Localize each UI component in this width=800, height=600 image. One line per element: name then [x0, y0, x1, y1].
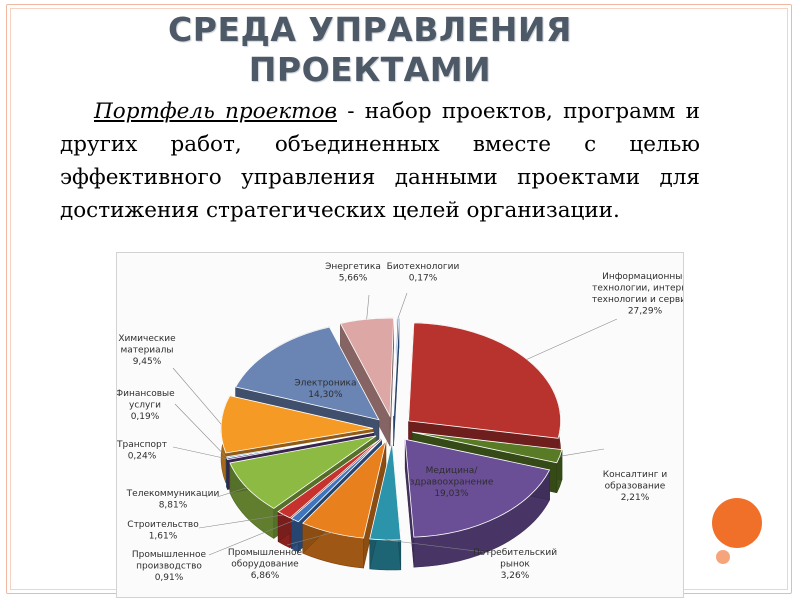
slice-name-0-2: технологии и сервисы	[592, 295, 683, 305]
slice-label-12: Энергетика 5,66%	[325, 262, 381, 284]
slice-label-0: Информационные технологии, интернеттехнол…	[592, 272, 683, 317]
slice-label-4: Промышленное оборудование 6,86%	[228, 548, 303, 581]
slice-name-4-1: оборудование	[231, 560, 299, 570]
slice-value-8: 0,24%	[128, 452, 157, 462]
slice-name-8-0: Транспорт	[117, 440, 167, 450]
decorative-orange-circle	[712, 498, 762, 548]
slice-name-13-0: Биотехнологии	[387, 262, 460, 272]
slice-value-2: 19,03%	[434, 489, 469, 499]
pie-leader-lines	[172, 292, 618, 556]
slice-name-11-0: Электроника	[294, 378, 356, 388]
slice-name-3-0: Потребительский	[473, 548, 557, 558]
slice-label-6: Строительство 1,61%	[127, 520, 199, 542]
leader-line-9	[174, 403, 227, 458]
leader-line-7	[216, 487, 248, 498]
slice-name-7-0: Телекоммуникации	[126, 489, 220, 499]
slice-name-4-0: Промышленное	[228, 548, 303, 558]
title-line-1: СРЕДА УПРАВЛЕНИЯ	[168, 10, 572, 49]
pie-slice-4	[302, 439, 387, 539]
slice-name-9-0: Финансовые	[117, 389, 175, 399]
slice-name-2-0: Медицина/	[426, 466, 479, 476]
leader-line-6	[198, 514, 285, 529]
slice-name-6-0: Строительство	[127, 520, 199, 530]
slice-name-5-1: производство	[136, 562, 202, 572]
slice-value-6: 1,61%	[149, 532, 178, 542]
pie-chart-card: Информационные технологии, интернеттехнол…	[116, 252, 684, 598]
leader-line-10	[172, 367, 222, 425]
leader-line-8	[172, 446, 228, 460]
pie-labels: Информационные технологии, интернеттехнол…	[117, 262, 683, 583]
slice-value-0: 27,29%	[628, 307, 663, 317]
slice-label-13: Биотехнологии 0,17%	[387, 262, 460, 284]
slice-label-10: Химические материалы 9,45%	[118, 334, 176, 367]
slice-name-10-0: Химические	[118, 334, 176, 344]
slice-value-10: 9,45%	[133, 357, 162, 367]
leader-line-4	[286, 532, 332, 546]
slice-name-1-0: Консалтинг и	[603, 470, 668, 480]
slice-name-0-0: Информационные	[602, 272, 683, 282]
leader-line-1	[559, 448, 605, 457]
slice-label-5: Промышленное производство 0,91%	[132, 550, 207, 583]
pie-slice-5	[290, 439, 382, 523]
pie-slice-0	[408, 322, 561, 439]
slice-name-12-0: Энергетика	[325, 262, 381, 272]
slice-name-5-0: Промышленное	[132, 550, 207, 560]
slice-label-7: Телекоммуникации 8,81%	[126, 489, 220, 511]
slice-value-7: 8,81%	[159, 501, 188, 511]
slide-title: СРЕДА УПРАВЛЕНИЯ ПРОЕКТАМИ	[90, 10, 650, 90]
slice-name-2-1: здравоохранение	[410, 478, 494, 488]
slice-name-10-1: материалы	[120, 346, 173, 356]
slice-value-13: 0,17%	[409, 274, 438, 284]
definition-paragraph: Портфель проектов - набор проектов, прог…	[60, 95, 700, 227]
slice-label-8: Транспорт 0,24%	[117, 440, 167, 462]
slice-label-1: Консалтинг и образование 2,21%	[603, 470, 668, 503]
decorative-small-circle	[716, 550, 730, 564]
pie-chart: Информационные технологии, интернеттехнол…	[117, 262, 683, 583]
leader-line-5	[208, 519, 295, 556]
pie-slice-7	[229, 435, 377, 509]
slice-label-9: Финансовые услуги 0,19%	[117, 389, 175, 422]
pie-slice-10	[220, 395, 374, 454]
pie-slice-11	[235, 326, 380, 421]
slice-value-9: 0,19%	[131, 412, 160, 422]
slice-label-2: Медицина/здравоохранение 19,03%	[410, 466, 494, 499]
slice-value-3: 3,26%	[501, 571, 530, 581]
slice-value-12: 5,66%	[339, 274, 368, 284]
definition-text: - набор проектов, программ и других рабо…	[60, 99, 700, 223]
slice-label-3: Потребительский рынок 3,26%	[473, 548, 557, 581]
leader-line-13	[397, 292, 408, 319]
slice-name-1-1: образование	[605, 482, 666, 492]
slice-label-11: Электроника 14,30%	[294, 378, 356, 400]
leader-line-0	[526, 318, 618, 360]
pie-slice-2	[404, 438, 551, 538]
leader-line-12	[366, 294, 370, 320]
slice-value-1: 2,21%	[621, 493, 650, 503]
title-line-2: ПРОЕКТАМИ	[248, 50, 492, 89]
slice-name-3-1: рынок	[500, 560, 530, 570]
pie-tops	[220, 317, 563, 541]
leader-line-3	[385, 539, 493, 554]
slice-name-0-1: технологии, интернет	[592, 284, 683, 294]
slice-value-4: 6,86%	[251, 571, 280, 581]
slice-name-9-1: услуги	[129, 401, 161, 411]
slice-value-11: 14,30%	[308, 390, 343, 400]
definition-term: Портфель проектов	[94, 99, 338, 124]
slice-value-5: 0,91%	[155, 573, 184, 583]
